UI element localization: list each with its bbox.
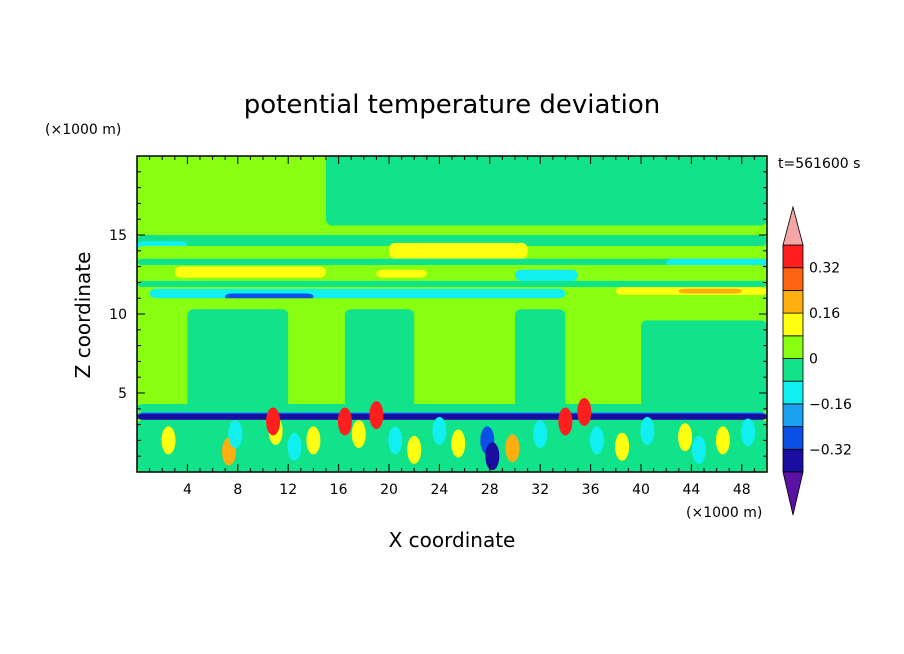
colorbar-max-arrow bbox=[782, 205, 804, 246]
x-tick-label: 12 bbox=[279, 482, 297, 498]
contour-cell-0 bbox=[161, 426, 176, 455]
x-axis-label: X coordinate bbox=[389, 528, 516, 552]
colorbar-box bbox=[782, 267, 804, 291]
contour-cell-20 bbox=[589, 426, 604, 455]
colorbar-box bbox=[782, 312, 804, 337]
colorbar-label: 0 bbox=[809, 352, 818, 368]
contour-band-16 bbox=[149, 288, 566, 299]
contour-band-19 bbox=[678, 288, 742, 294]
contour-band-28 bbox=[137, 413, 767, 420]
y-unit-label: (×1000 m) bbox=[45, 122, 121, 138]
colorbar-box bbox=[782, 403, 804, 427]
contour-band-8 bbox=[137, 258, 767, 266]
contour-band-24 bbox=[515, 309, 566, 409]
contour-cell-18 bbox=[558, 407, 573, 436]
y-axis: 5 10 15 bbox=[109, 155, 767, 473]
colorbar-label: −0.16 bbox=[809, 397, 852, 413]
colorbar-label: 0.16 bbox=[809, 306, 840, 322]
x-tick-label: 8 bbox=[233, 482, 242, 498]
contour-cell-17 bbox=[533, 420, 548, 449]
x-tick-label: 4 bbox=[183, 482, 192, 498]
colorbar-box bbox=[782, 380, 804, 405]
x-tick-label: 24 bbox=[430, 482, 448, 498]
colorbar-label: 0.32 bbox=[809, 261, 840, 277]
contour-cell-10 bbox=[388, 426, 403, 455]
colorbar-label: −0.32 bbox=[809, 442, 852, 458]
x-tick-label: 36 bbox=[582, 482, 600, 498]
contour-band-13 bbox=[515, 269, 578, 281]
contour-cell-15 bbox=[485, 442, 500, 471]
x-tick-label: 48 bbox=[733, 482, 751, 498]
contour-band-25 bbox=[641, 320, 767, 409]
contour-cell-6 bbox=[266, 407, 281, 436]
x-tick-label: 28 bbox=[481, 482, 499, 498]
contour-cell-19 bbox=[577, 397, 592, 426]
contour-cell-23 bbox=[678, 423, 693, 452]
colorbar-box bbox=[782, 244, 804, 269]
contour-cell-4 bbox=[287, 432, 302, 461]
contour-cell-7 bbox=[337, 407, 352, 436]
x-tick-label: 16 bbox=[330, 482, 348, 498]
contour-field bbox=[137, 156, 767, 472]
time-label: t=561600 s bbox=[778, 156, 860, 172]
x-tick-label: 20 bbox=[380, 482, 398, 498]
y-tick-label: 15 bbox=[109, 228, 127, 244]
colorbar-box bbox=[782, 289, 804, 314]
x-axis: 4 8 12 16 20 24 28 32 36 40 44 48 bbox=[136, 156, 768, 498]
contour-band-20 bbox=[137, 298, 767, 310]
y-tick-label: 5 bbox=[118, 386, 127, 402]
contour-cell-25 bbox=[715, 426, 730, 455]
chart-title: potential temperature deviation bbox=[244, 90, 660, 120]
contour-cell-11 bbox=[407, 435, 422, 464]
colorbar-box bbox=[782, 426, 804, 450]
contour-cell-13 bbox=[451, 429, 466, 458]
contour-band-26 bbox=[137, 404, 767, 412]
contour-band-11 bbox=[174, 266, 326, 278]
contour-band-23 bbox=[344, 309, 415, 409]
colorbar-min-arrow bbox=[782, 471, 804, 516]
contour-band-3 bbox=[137, 225, 767, 235]
contour-band-4 bbox=[137, 235, 767, 247]
contour-band-21 bbox=[137, 309, 767, 401]
contour-cell-8 bbox=[351, 420, 366, 449]
contour-band-12 bbox=[376, 269, 427, 278]
colorbar-box bbox=[782, 335, 804, 359]
x-tick-label: 32 bbox=[531, 482, 549, 498]
contour-cell-9 bbox=[369, 401, 384, 430]
contour-cell-5 bbox=[306, 426, 321, 455]
contour-band-14 bbox=[137, 280, 767, 288]
x-unit-label: (×1000 m) bbox=[686, 505, 762, 521]
x-tick-label: 44 bbox=[682, 482, 700, 498]
contour-cell-24 bbox=[691, 435, 706, 464]
contour-cell-22 bbox=[640, 416, 655, 445]
y-axis-label: Z coordinate bbox=[71, 252, 95, 379]
x-tick-label: 40 bbox=[632, 482, 650, 498]
colorbar: 0.32 0.16 0 −0.16 −0.32 bbox=[782, 205, 852, 516]
y-tick-label: 10 bbox=[109, 307, 127, 323]
contour-band-2 bbox=[326, 156, 767, 226]
contour-band-22 bbox=[187, 309, 289, 409]
contour-cell-21 bbox=[615, 432, 630, 461]
contour-cell-12 bbox=[432, 416, 447, 445]
contour-cell-16 bbox=[505, 434, 520, 463]
colorbar-box bbox=[782, 358, 804, 382]
contour-cell-26 bbox=[741, 418, 756, 447]
contour-cell-2 bbox=[228, 420, 243, 449]
colorbar-box bbox=[782, 448, 804, 473]
contour-band-7 bbox=[389, 242, 528, 259]
